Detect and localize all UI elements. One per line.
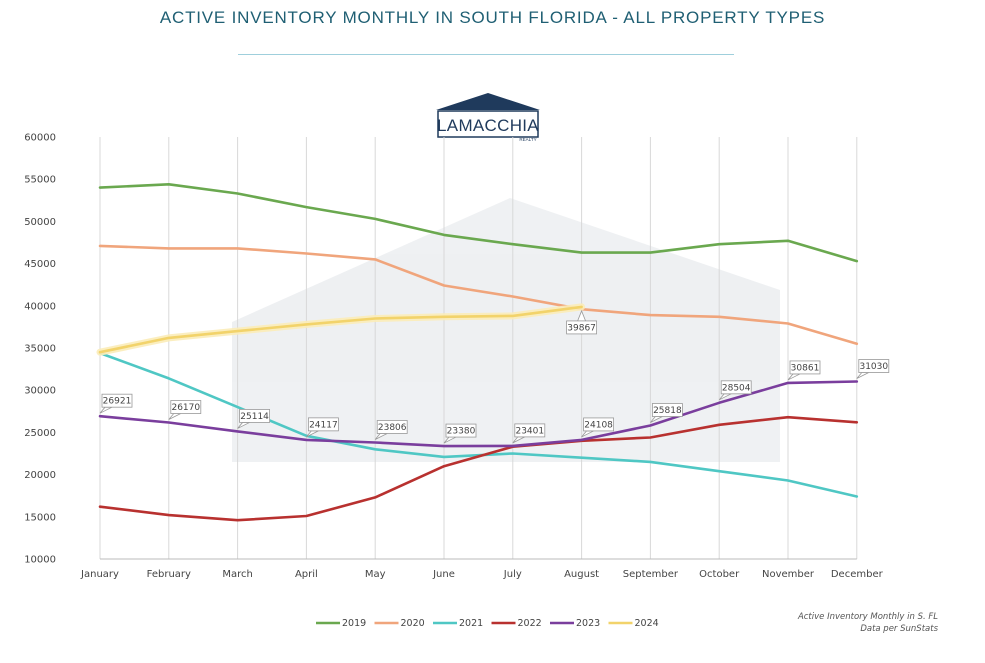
series-line-2019	[98, 183, 859, 263]
legend-item-2019: 2019	[316, 618, 366, 629]
x-tick-label: August	[564, 569, 599, 580]
series-line-2020	[98, 244, 859, 346]
data-label-box	[514, 423, 546, 438]
data-label-pointer	[99, 406, 113, 414]
data-label-text: 31030	[859, 362, 888, 372]
data-label: 26921	[99, 393, 133, 414]
data-label-text: 24108	[584, 420, 613, 430]
y-tick-label: 45000	[24, 259, 56, 270]
page-title: ACTIVE INVENTORY MONTHLY IN SOUTH FLORID…	[159, 8, 826, 27]
logo-sub: REALTY	[519, 137, 536, 142]
data-label-layer: 26921 26170 25114 24117 23806 23380 23401 24108…	[99, 309, 890, 444]
x-tick-label: July	[503, 569, 522, 580]
data-label-text: 26170	[171, 403, 200, 413]
data-label-text: 28504	[722, 383, 751, 393]
x-tick-label: May	[365, 569, 386, 580]
data-label-text: 30861	[791, 363, 820, 373]
data-label: 23401	[512, 423, 546, 444]
legend-item-2022: 2022	[491, 618, 542, 629]
x-tick-label: June	[432, 569, 455, 580]
data-label-pointer	[856, 372, 869, 379]
y-tick-label: 25000	[24, 428, 56, 439]
legend-label: 2020	[401, 618, 425, 629]
data-label-text: 39867	[567, 323, 596, 333]
data-label-text: 23806	[378, 423, 407, 433]
data-label-box	[566, 320, 597, 335]
x-tick-label: December	[831, 569, 884, 580]
y-tick-label: 15000	[24, 512, 56, 523]
data-label-text: 25818	[653, 406, 682, 416]
data-label: 23806	[374, 420, 408, 440]
data-label: 24117	[306, 417, 339, 438]
data-label-pointer	[168, 413, 181, 420]
data-label-box	[445, 423, 477, 438]
data-label-box	[101, 393, 133, 408]
series-line-2022	[98, 415, 859, 522]
data-label-box	[583, 417, 614, 432]
data-label-box	[239, 409, 271, 423]
data-label-box	[170, 400, 202, 414]
data-label-box	[720, 380, 752, 395]
data-label-text: 25114	[240, 412, 269, 422]
data-label-box	[652, 403, 683, 417]
data-label: 25818	[650, 403, 683, 423]
footnote-line2: Data per SunStats	[860, 624, 938, 634]
y-tick-label: 55000	[24, 175, 56, 186]
x-tick-label: November	[762, 569, 815, 580]
axis-layer: 10000 15000 20000 25000 30000 35000 40000 45000…	[24, 133, 883, 581]
legend-item-2021: 2021	[433, 618, 483, 629]
data-label-box	[858, 359, 890, 373]
y-tick-label: 10000	[24, 555, 56, 566]
legend-label: 2023	[576, 618, 600, 629]
data-label: 23380	[443, 423, 477, 444]
legend-item-2024: 2024	[608, 618, 659, 629]
y-tick-label: 35000	[24, 344, 56, 355]
x-tick-label: March	[222, 569, 252, 580]
title-divider	[238, 54, 734, 55]
series-line-2024	[98, 305, 583, 354]
y-tick-label: 30000	[24, 386, 56, 397]
legend-label: 2022	[518, 618, 542, 629]
data-label: 25114	[237, 409, 271, 429]
legend-label: 2021	[459, 618, 483, 629]
logo-name: LAMACCHIA	[437, 116, 539, 135]
data-label: 24108	[581, 417, 614, 438]
data-label-text: 23380	[447, 427, 476, 437]
legend-item-2020: 2020	[374, 618, 425, 629]
legend-label: 2019	[342, 618, 366, 629]
legend-item-2023: 2023	[550, 618, 600, 629]
data-label-pointer	[787, 373, 801, 381]
footnote-line1: Active Inventory Monthly in S. FL	[797, 612, 938, 622]
lamacchia-logo: LAMACCHIA REALTY	[436, 93, 540, 142]
data-label: 26170	[168, 400, 202, 420]
data-label: 28504	[718, 380, 752, 401]
series-layer	[96, 183, 859, 522]
legend: 2019 2020 2021 2022 2023 2024	[316, 618, 659, 629]
y-tick-label: 20000	[24, 470, 56, 481]
x-tick-label: February	[147, 569, 191, 580]
x-tick-label: January	[80, 569, 119, 580]
y-tick-label: 50000	[24, 217, 56, 228]
x-tick-label: October	[699, 569, 740, 580]
data-label-text: 26921	[103, 397, 132, 407]
y-tick-label: 40000	[24, 301, 56, 312]
data-label-text: 24117	[309, 420, 338, 430]
data-label-box	[307, 417, 339, 432]
data-label-box	[376, 420, 408, 434]
data-label-text: 23401	[515, 426, 544, 436]
data-label-box	[789, 360, 821, 375]
y-tick-label: 60000	[24, 133, 56, 144]
data-label: 31030	[856, 359, 890, 379]
x-tick-label: September	[623, 569, 679, 580]
data-label: 39867	[566, 309, 597, 335]
data-label: 30861	[787, 360, 821, 381]
grid-layer	[99, 137, 858, 559]
series-line-2023	[98, 380, 859, 448]
legend-label: 2024	[635, 618, 659, 629]
x-tick-label: April	[295, 569, 318, 580]
